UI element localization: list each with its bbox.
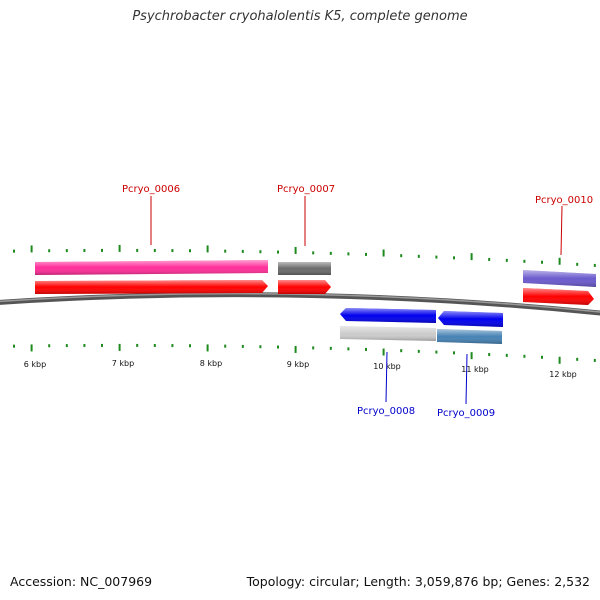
tick-row-top xyxy=(13,244,596,267)
gene-label: Pcryo_0006 xyxy=(122,184,180,195)
gene-label: Pcryo_0009 xyxy=(437,408,495,419)
kbp-label-6: 6 kbp xyxy=(24,360,46,369)
gene-pcryo-0008[interactable]: Pcryo_0008 xyxy=(340,308,436,417)
kbp-label-7: 7 kbp xyxy=(112,359,134,368)
gene-label: Pcryo_0008 xyxy=(357,406,415,417)
kbp-label-11: 11 kbp xyxy=(461,365,489,374)
label-leader xyxy=(385,351,388,403)
kbp-label-8: 8 kbp xyxy=(200,359,222,368)
genome-summary-text: Topology: circular; Length: 3,059,876 bp… xyxy=(246,574,590,589)
tick-row-bottom xyxy=(13,343,596,364)
gene-pcryo-0007[interactable]: Pcryo_0007 xyxy=(277,184,335,294)
gene-label: Pcryo_0007 xyxy=(277,184,335,195)
label-leader xyxy=(465,353,468,405)
gene-pcryo-0010[interactable]: Pcryo_0010 xyxy=(523,195,596,305)
label-leader xyxy=(560,205,563,256)
kbp-label-9: 9 kbp xyxy=(287,360,309,369)
kbp-label-12: 12 kbp xyxy=(549,370,577,379)
accession-text: Accession: NC_007969 xyxy=(10,574,153,589)
gene-pcryo-0006[interactable]: Pcryo_0006 xyxy=(35,184,268,294)
gene-label: Pcryo_0010 xyxy=(535,195,593,206)
map-title: Psychrobacter cryohalolentis K5, complet… xyxy=(132,9,468,24)
gene-pcryo-0009[interactable]: Pcryo_0009 xyxy=(437,311,503,419)
genome-backbone xyxy=(0,292,600,316)
